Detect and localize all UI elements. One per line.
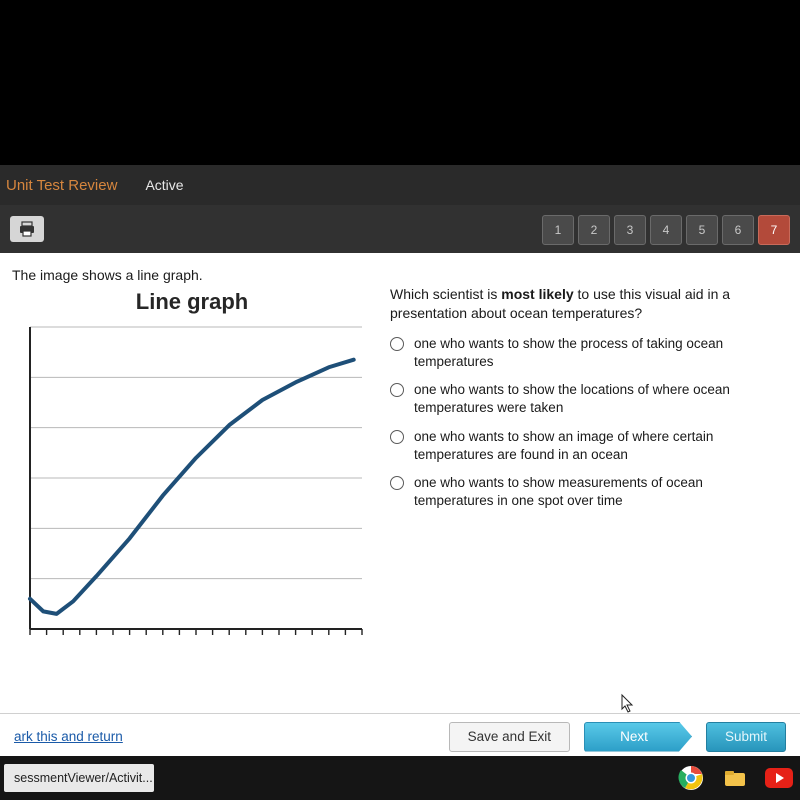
intro-text: The image shows a line graph. bbox=[12, 267, 372, 283]
submit-button[interactable]: Submit bbox=[706, 722, 786, 752]
taskbar-icon-2[interactable] bbox=[718, 761, 752, 795]
header-status: Active bbox=[145, 177, 183, 193]
nav-item-3[interactable]: 3 bbox=[614, 215, 646, 245]
chrome-svg bbox=[677, 764, 705, 792]
nav-item-4[interactable]: 4 bbox=[650, 215, 682, 245]
option-label: one who wants to show the locations of w… bbox=[414, 381, 782, 417]
radio-icon bbox=[390, 430, 404, 444]
nav-item-1[interactable]: 1 bbox=[542, 215, 574, 245]
option-3[interactable]: one who wants to show an image of where … bbox=[390, 428, 782, 464]
right-column: Which scientist is most likely to use th… bbox=[390, 267, 782, 703]
line-chart bbox=[12, 321, 372, 681]
radio-icon bbox=[390, 383, 404, 397]
youtube-icon[interactable] bbox=[762, 761, 796, 795]
footer-bar: ark this and return Save and Exit Next S… bbox=[0, 713, 800, 759]
folder-icon bbox=[722, 765, 748, 791]
mark-return-link[interactable]: ark this and return bbox=[14, 729, 123, 744]
nav-item-7[interactable]: 7 bbox=[758, 215, 790, 245]
taskbar: sessmentViewer/Activit... bbox=[0, 756, 800, 800]
question-bold: most likely bbox=[501, 286, 573, 302]
radio-icon bbox=[390, 337, 404, 351]
radio-icon bbox=[390, 476, 404, 490]
next-label: Next bbox=[620, 729, 648, 744]
left-column: The image shows a line graph. Line graph bbox=[12, 267, 372, 703]
option-4[interactable]: one who wants to show measurements of oc… bbox=[390, 474, 782, 510]
option-label: one who wants to show the process of tak… bbox=[414, 335, 782, 371]
desktop-background: Unit Test Review Active 1 2 3 4 5 6 7 bbox=[0, 0, 800, 800]
chart-title: Line graph bbox=[12, 289, 372, 315]
app-header: Unit Test Review Active bbox=[0, 165, 800, 205]
question-pre: Which scientist is bbox=[390, 286, 501, 302]
option-2[interactable]: one who wants to show the locations of w… bbox=[390, 381, 782, 417]
content-area: The image shows a line graph. Line graph… bbox=[0, 253, 800, 713]
option-label: one who wants to show measurements of oc… bbox=[414, 474, 782, 510]
chrome-icon[interactable] bbox=[674, 761, 708, 795]
app-window: Unit Test Review Active 1 2 3 4 5 6 7 bbox=[0, 165, 800, 755]
question-text: Which scientist is most likely to use th… bbox=[390, 285, 782, 323]
print-icon bbox=[18, 221, 36, 237]
nav-item-5[interactable]: 5 bbox=[686, 215, 718, 245]
taskbar-tab[interactable]: sessmentViewer/Activit... bbox=[4, 764, 154, 792]
option-label: one who wants to show an image of where … bbox=[414, 428, 782, 464]
save-exit-button[interactable]: Save and Exit bbox=[449, 722, 570, 752]
youtube-svg bbox=[764, 767, 794, 789]
nav-item-6[interactable]: 6 bbox=[722, 215, 754, 245]
print-button[interactable] bbox=[10, 216, 44, 242]
question-nav: 1 2 3 4 5 6 7 bbox=[542, 215, 790, 245]
next-button[interactable]: Next bbox=[584, 722, 692, 752]
nav-item-2[interactable]: 2 bbox=[578, 215, 610, 245]
options-list: one who wants to show the process of tak… bbox=[390, 335, 782, 511]
option-1[interactable]: one who wants to show the process of tak… bbox=[390, 335, 782, 371]
header-title: Unit Test Review bbox=[6, 177, 145, 194]
toolbar: 1 2 3 4 5 6 7 bbox=[0, 205, 800, 253]
